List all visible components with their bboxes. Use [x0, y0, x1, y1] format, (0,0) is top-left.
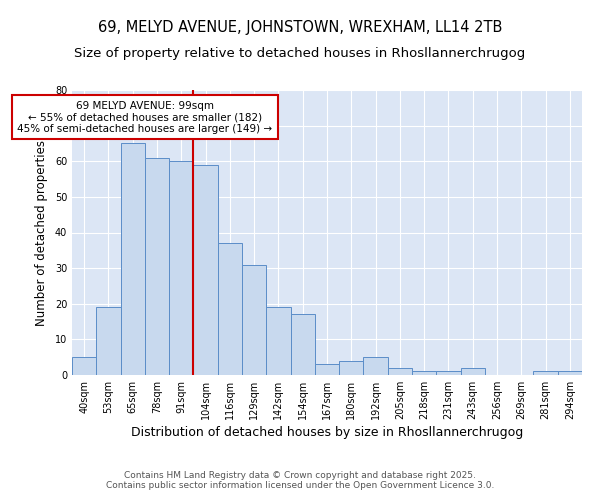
Text: Size of property relative to detached houses in Rhosllannerchrugog: Size of property relative to detached ho… — [74, 48, 526, 60]
Bar — [388, 368, 412, 375]
Bar — [339, 361, 364, 375]
Bar — [315, 364, 339, 375]
Bar — [242, 264, 266, 375]
Y-axis label: Number of detached properties: Number of detached properties — [35, 140, 48, 326]
Bar — [266, 308, 290, 375]
Text: 69, MELYD AVENUE, JOHNSTOWN, WREXHAM, LL14 2TB: 69, MELYD AVENUE, JOHNSTOWN, WREXHAM, LL… — [98, 20, 502, 35]
Bar — [461, 368, 485, 375]
Bar — [169, 161, 193, 375]
Bar — [436, 372, 461, 375]
Bar — [145, 158, 169, 375]
Bar — [364, 357, 388, 375]
X-axis label: Distribution of detached houses by size in Rhosllannerchrugog: Distribution of detached houses by size … — [131, 426, 523, 439]
Bar — [72, 357, 96, 375]
Bar — [533, 372, 558, 375]
Bar — [290, 314, 315, 375]
Bar — [96, 308, 121, 375]
Bar — [412, 372, 436, 375]
Bar — [121, 144, 145, 375]
Bar — [558, 372, 582, 375]
Bar — [218, 243, 242, 375]
Text: 69 MELYD AVENUE: 99sqm
← 55% of detached houses are smaller (182)
45% of semi-de: 69 MELYD AVENUE: 99sqm ← 55% of detached… — [17, 100, 272, 134]
Bar — [193, 165, 218, 375]
Text: Contains HM Land Registry data © Crown copyright and database right 2025.
Contai: Contains HM Land Registry data © Crown c… — [106, 470, 494, 490]
